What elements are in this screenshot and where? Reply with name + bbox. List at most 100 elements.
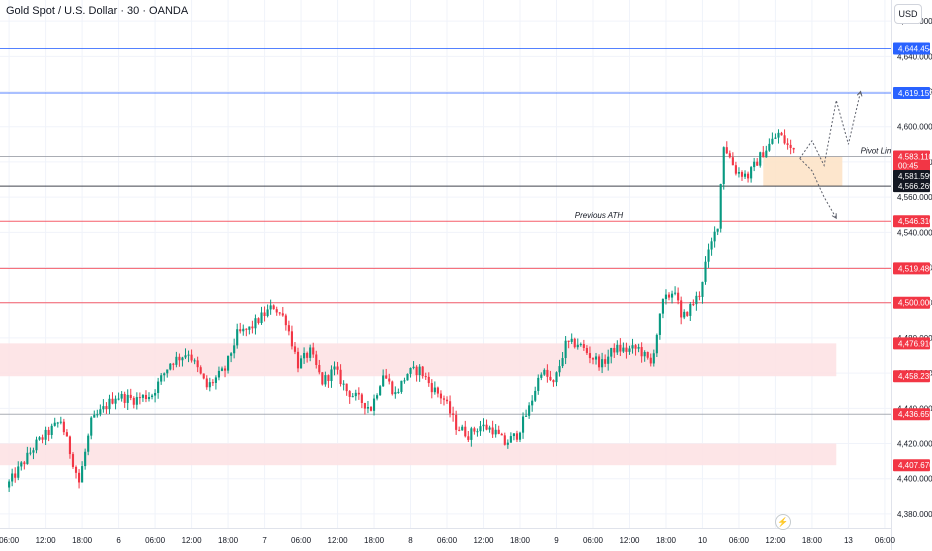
flash-icon[interactable]: ⚡ — [775, 514, 791, 530]
candle-body — [242, 328, 245, 332]
candle-body — [743, 173, 747, 177]
candle-body — [762, 152, 765, 158]
time-tick-label: 12:00 — [36, 536, 57, 545]
candle-body — [409, 368, 412, 374]
candle-body — [610, 347, 613, 357]
candle-body — [184, 355, 187, 358]
candle-body — [150, 395, 154, 398]
candle-body — [625, 347, 628, 352]
candle-body — [284, 315, 287, 326]
candle-body — [531, 400, 534, 406]
candle-body — [287, 325, 290, 332]
candle-body — [263, 312, 266, 317]
candle-body — [275, 309, 278, 313]
candle-body — [187, 354, 190, 356]
candle-body — [686, 311, 689, 316]
candle-body — [8, 481, 11, 488]
candle-body — [324, 375, 327, 385]
time-tick-label: 12:00 — [619, 536, 640, 545]
candle-body — [646, 352, 649, 358]
candle-body — [342, 383, 345, 385]
candle-body — [181, 357, 184, 361]
candle-body — [14, 473, 17, 478]
candle-body — [269, 305, 272, 310]
candle-body — [348, 391, 351, 397]
time-tick-label: 06:00 — [583, 536, 604, 545]
projection-path — [799, 158, 837, 219]
candle-body — [710, 241, 713, 250]
candle-body — [786, 143, 789, 145]
candle-body — [369, 407, 373, 411]
candle-body — [528, 405, 531, 416]
candle-body — [129, 394, 132, 398]
time-axis[interactable] — [0, 528, 891, 551]
candle-body — [278, 312, 281, 314]
candle-body — [737, 172, 741, 174]
candle-body — [585, 347, 588, 354]
time-tick-label: 06:00 — [145, 536, 166, 545]
currency-button[interactable]: USD — [894, 4, 922, 24]
candle-body — [509, 436, 512, 443]
candle-body — [56, 422, 59, 424]
candle-body — [81, 466, 84, 483]
candle-body — [649, 357, 652, 364]
candle-body — [17, 466, 20, 478]
candle-body — [707, 249, 710, 262]
time-tick-label: 9 — [554, 536, 559, 545]
candle-body — [306, 352, 309, 358]
zone — [0, 343, 837, 377]
candle-body — [713, 231, 716, 242]
candle-body — [506, 442, 509, 445]
candle-body — [433, 387, 436, 393]
candle-body — [448, 401, 452, 414]
time-tick-label: 18:00 — [218, 536, 239, 545]
candle-body — [579, 344, 582, 346]
price-badge — [893, 337, 930, 350]
candle-body — [172, 363, 175, 365]
plot-group: Pivot Line Previous ATH — [0, 0, 897, 528]
candle-body — [479, 426, 482, 432]
candle-body — [74, 466, 78, 473]
candle-body — [339, 369, 342, 385]
candle-body — [333, 366, 336, 370]
candle-body — [400, 380, 403, 392]
annotation-label: Pivot Line — [861, 146, 897, 155]
zone — [0, 443, 837, 466]
candle-body — [701, 281, 704, 297]
candle-body — [296, 351, 300, 369]
time-tick-label: 18:00 — [656, 536, 677, 545]
candle-body — [750, 167, 753, 179]
candle-body — [99, 409, 102, 415]
candle-body — [135, 397, 138, 405]
candle-body — [120, 393, 123, 399]
time-tick-label: 18:00 — [72, 536, 93, 545]
candle-body — [488, 427, 491, 430]
price-tick-label: 4,420.000 — [897, 440, 932, 449]
time-tick-label: 06:00 — [291, 536, 312, 545]
candle-body — [254, 318, 257, 329]
candle-body — [126, 394, 129, 403]
candle-body — [111, 398, 114, 404]
candle-body — [309, 347, 312, 358]
candle-body — [62, 421, 65, 433]
candle-body — [716, 228, 719, 232]
candle-body — [594, 356, 598, 360]
candle-body — [211, 382, 214, 384]
price-badge-label: 4,500.000 — [898, 299, 932, 308]
candle-body — [114, 398, 117, 404]
candle-body — [293, 346, 297, 352]
projection-path — [799, 91, 862, 168]
candle-body — [236, 329, 239, 346]
candle-body — [59, 421, 62, 423]
candle-body — [731, 157, 734, 166]
candle-body — [199, 367, 202, 374]
price-badge-label: 00:45 — [898, 161, 919, 170]
candle-body — [299, 358, 303, 369]
candle-body — [312, 347, 315, 355]
candle-body — [667, 294, 671, 298]
candle-body — [427, 376, 430, 384]
candle-body — [144, 394, 148, 400]
candle-body — [689, 304, 692, 316]
candle-body — [138, 397, 141, 399]
